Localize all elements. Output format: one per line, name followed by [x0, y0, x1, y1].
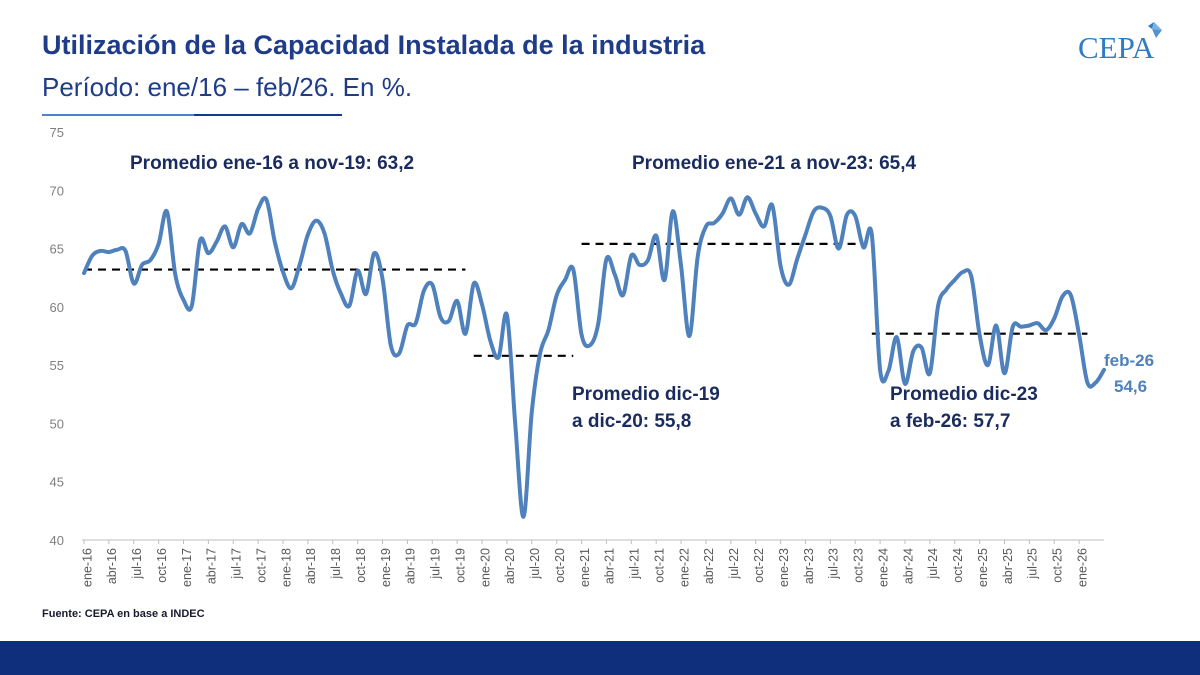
avg-label-4-line1: Promedio dic-23	[890, 384, 1038, 405]
last-point-label: feb-26	[1104, 351, 1154, 370]
x-tick-label: ene-26	[1075, 548, 1089, 587]
x-tick-label: jul-25	[1026, 548, 1040, 580]
x-tick-label: abr-22	[702, 548, 716, 584]
x-tick-label: jul-22	[727, 548, 741, 580]
avg-label-4-line2: a feb-26: 57,7	[890, 411, 1010, 432]
x-tick-label: oct-23	[852, 548, 866, 583]
x-tick-label: oct-20	[553, 548, 567, 583]
series-line	[82, 195, 1106, 519]
avg-label-2-line2: a dic-20: 55,8	[572, 411, 691, 432]
x-tick-label: jul-23	[827, 548, 841, 580]
x-tick-label: jul-19	[429, 548, 443, 580]
x-tick-label: oct-24	[951, 548, 965, 583]
x-tick-label: ene-24	[876, 548, 890, 587]
last-point-value: 54,6	[1114, 377, 1147, 396]
avg-label-2-line1: Promedio dic-19	[572, 384, 720, 405]
x-tick-label: abr-17	[205, 548, 219, 584]
avg-label-1: Promedio ene-16 a nov-19: 63,2	[130, 153, 414, 174]
x-tick-label: abr-21	[603, 548, 617, 584]
x-tick-label: abr-24	[901, 548, 915, 584]
x-tick-label: jul-16	[130, 548, 144, 580]
x-tick-label: oct-19	[453, 548, 467, 583]
cepa-logo: CEPA	[1078, 30, 1155, 65]
avg-label-3: Promedio ene-21 a nov-23: 65,4	[632, 153, 916, 174]
x-tick-label: oct-17	[254, 548, 268, 583]
footer-bar	[0, 641, 1200, 675]
x-tick-label: oct-16	[155, 548, 169, 583]
line-chart: 40 45 50 55 60 65 70 75 ene-16 abr-16 jul-16 oct-1…	[50, 125, 1155, 587]
x-tick-label: ene-17	[180, 548, 194, 587]
x-tick-label: ene-20	[478, 548, 492, 587]
x-tick-label: oct-18	[354, 548, 368, 583]
x-tick-label: abr-16	[105, 548, 119, 584]
x-tick-label: jul-20	[528, 548, 542, 580]
x-tick-label: jul-24	[926, 548, 940, 580]
x-tick-label: abr-19	[404, 548, 418, 584]
x-tick-label: ene-25	[976, 548, 990, 587]
x-tick-label: jul-21	[628, 548, 642, 580]
y-tick-label: 50	[50, 416, 64, 431]
x-tick-label: jul-18	[329, 548, 343, 580]
x-tick-label: ene-19	[379, 548, 393, 587]
x-tick-label: ene-23	[777, 548, 791, 587]
x-tick-label: abr-20	[503, 548, 517, 584]
chart-title: Utilización de la Capacidad Instalada de…	[42, 30, 706, 60]
title-underline-dark	[194, 114, 342, 116]
y-tick-label: 45	[50, 475, 64, 490]
x-tick-label: jul-17	[230, 548, 244, 580]
cepa-logo-icon	[1148, 22, 1162, 38]
y-axis: 40 45 50 55 60 65 70 75	[50, 125, 64, 548]
x-tick-label: oct-25	[1051, 548, 1065, 583]
x-tick-label: abr-23	[802, 548, 816, 584]
y-tick-label: 65	[50, 242, 64, 257]
x-tick-label: ene-22	[677, 548, 691, 587]
y-tick-label: 60	[50, 300, 64, 315]
title-underline-light	[42, 114, 194, 116]
x-tick-label: oct-21	[652, 548, 666, 583]
x-tick-label: ene-21	[578, 548, 592, 587]
x-tick-label: abr-25	[1001, 548, 1015, 584]
x-tick-label: oct-22	[752, 548, 766, 583]
x-tick-label: ene-16	[80, 548, 94, 587]
y-tick-label: 70	[50, 183, 64, 198]
x-tick-label: abr-18	[304, 548, 318, 584]
chart-subtitle: Período: ene/16 – feb/26. En %.	[42, 72, 413, 102]
x-axis: ene-16 abr-16 jul-16 oct-16 ene-17 abr-17 jul-…	[80, 540, 1089, 587]
y-tick-label: 55	[50, 358, 64, 373]
x-tick-label: ene-18	[279, 548, 293, 587]
average-lines	[84, 242, 1088, 357]
source-note: Fuente: CEPA en base a INDEC	[42, 608, 205, 620]
y-tick-label: 40	[50, 533, 64, 548]
y-tick-label: 75	[50, 125, 64, 140]
